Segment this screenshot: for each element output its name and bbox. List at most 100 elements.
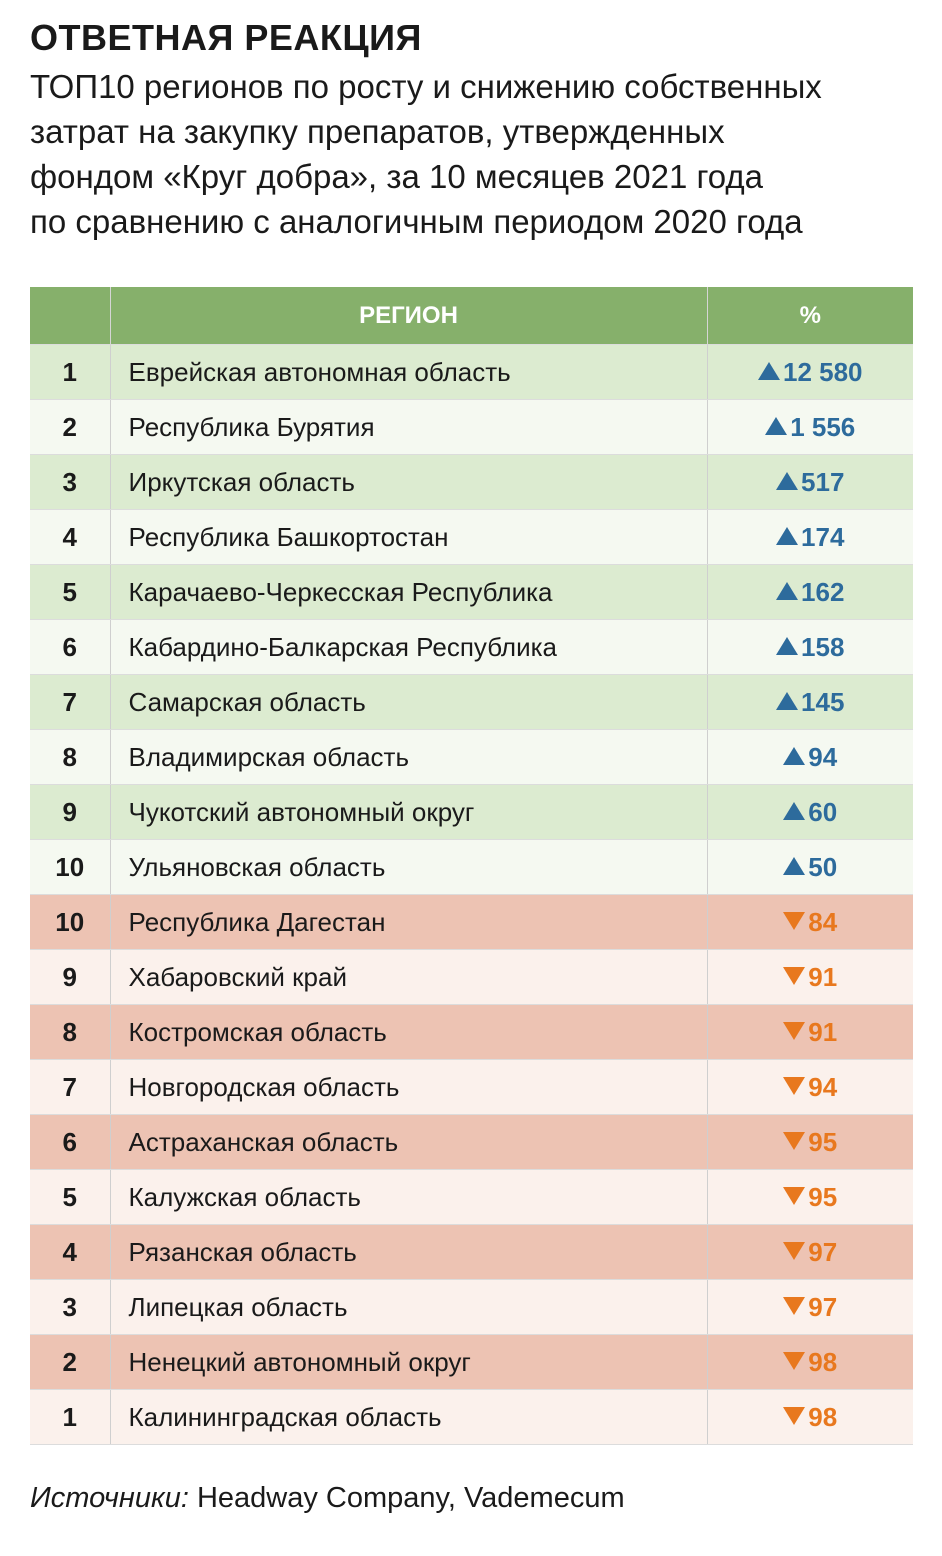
- table-row: 7 Самарская область 145: [30, 674, 913, 730]
- region-cell: Липецкая область: [110, 1279, 708, 1335]
- triangle-down-icon: [783, 1021, 806, 1040]
- rank-cell: 3: [30, 454, 111, 510]
- triangle-down-icon: [783, 966, 806, 985]
- triangle-down-icon: [783, 1131, 806, 1150]
- percent-value: 94: [808, 741, 838, 772]
- percent-value: 91: [808, 961, 838, 992]
- sources-label: Источники:: [30, 1482, 189, 1514]
- subtitle: ТОП10 регионов по росту и снижению собст…: [30, 64, 930, 244]
- table-row: 6 Астраханская область 95: [30, 1114, 913, 1170]
- region-cell: Чукотский автономный округ: [110, 784, 708, 840]
- percent-value: 158: [801, 631, 845, 662]
- percent-value: 95: [808, 1181, 838, 1212]
- percent-cell: 158: [707, 619, 913, 675]
- percent-cell: 145: [707, 674, 913, 730]
- triangle-up-icon: [776, 691, 799, 710]
- percent-value: 1 556: [790, 411, 856, 442]
- rank-cell: 6: [30, 1114, 111, 1170]
- table-row: 1 Калининградская область 98: [30, 1389, 913, 1445]
- region-cell: Республика Дагестан: [110, 894, 708, 950]
- percent-value: 174: [801, 521, 845, 552]
- percent-cell: 12 580: [707, 344, 913, 400]
- headline: ОТВЕТНАЯ РЕАКЦИЯ: [30, 17, 422, 58]
- table-row: 6 Кабардино-Балкарская Республика 158: [30, 619, 913, 675]
- triangle-down-icon: [783, 1076, 806, 1095]
- percent-cell: 98: [707, 1389, 913, 1445]
- percent-value: 98: [808, 1401, 838, 1432]
- percent-cell: 1 556: [707, 399, 913, 455]
- rank-cell: 5: [30, 564, 111, 620]
- rank-cell: 6: [30, 619, 111, 675]
- percent-value: 50: [808, 851, 838, 882]
- table-header-row: РЕГИОН %: [30, 287, 913, 345]
- triangle-up-icon: [776, 636, 799, 655]
- rank-cell: 1: [30, 344, 111, 400]
- percent-value: 145: [801, 686, 845, 717]
- percent-cell: 60: [707, 784, 913, 840]
- region-cell: Калужская область: [110, 1169, 708, 1225]
- region-cell: Астраханская область: [110, 1114, 708, 1170]
- triangle-up-icon: [776, 526, 799, 545]
- percent-cell: 98: [707, 1334, 913, 1390]
- percent-value: 98: [808, 1346, 838, 1377]
- table-row: 1 Еврейская автономная область 12 580: [30, 344, 913, 400]
- rank-cell: 5: [30, 1169, 111, 1225]
- rank-cell: 2: [30, 1334, 111, 1390]
- region-cell: Рязанская область: [110, 1224, 708, 1280]
- table-row: 9 Чукотский автономный округ 60: [30, 784, 913, 840]
- subtitle-line: ТОП10 регионов по росту и снижению собст…: [30, 68, 822, 105]
- percent-value: 97: [808, 1291, 838, 1322]
- triangle-down-icon: [783, 1186, 806, 1205]
- region-cell: Иркутская область: [110, 454, 708, 510]
- triangle-up-icon: [776, 581, 799, 600]
- percent-cell: 97: [707, 1279, 913, 1335]
- triangle-down-icon: [783, 1406, 806, 1425]
- triangle-down-icon: [783, 1296, 806, 1315]
- region-cell: Владимирская область: [110, 729, 708, 785]
- region-cell: Республика Бурятия: [110, 399, 708, 455]
- table-row: 5 Карачаево-Черкесская Республика 162: [30, 564, 913, 620]
- region-cell: Кабардино-Балкарская Республика: [110, 619, 708, 675]
- rank-cell: 8: [30, 729, 111, 785]
- triangle-up-icon: [776, 471, 799, 490]
- percent-value: 91: [808, 1016, 838, 1047]
- region-cell: Хабаровский край: [110, 949, 708, 1005]
- percent-value: 12 580: [782, 356, 863, 387]
- table-row: 10 Республика Дагестан 84: [30, 894, 913, 950]
- triangle-up-icon: [765, 416, 788, 435]
- rank-cell: 10: [30, 894, 111, 950]
- rank-cell: 4: [30, 1224, 111, 1280]
- sources-text: Headway Company, Vademecum: [188, 1482, 625, 1514]
- triangle-down-icon: [783, 1241, 806, 1260]
- percent-cell: 95: [707, 1114, 913, 1170]
- rank-cell: 7: [30, 674, 111, 730]
- region-cell: Новгородская область: [110, 1059, 708, 1115]
- table-row: 2 Ненецкий автономный округ 98: [30, 1334, 913, 1390]
- rank-cell: 8: [30, 1004, 111, 1060]
- triangle-up-icon: [757, 361, 780, 380]
- table-row: 3 Иркутская область 517: [30, 454, 913, 510]
- table-row: 4 Рязанская область 97: [30, 1224, 913, 1280]
- triangle-up-icon: [783, 746, 806, 765]
- rank-cell: 4: [30, 509, 111, 565]
- table-row: 2 Республика Бурятия 1 556: [30, 399, 913, 455]
- percent-cell: 50: [707, 839, 913, 895]
- table-row: 10 Ульяновская область 50: [30, 839, 913, 895]
- subtitle-line: затрат на закупку препаратов, утвержденн…: [30, 113, 725, 150]
- header-percent: %: [707, 287, 913, 345]
- table-row: 8 Костромская область 91: [30, 1004, 913, 1060]
- table-row: 5 Калужская область 95: [30, 1169, 913, 1225]
- triangle-up-icon: [783, 856, 806, 875]
- region-cell: Калининградская область: [110, 1389, 708, 1445]
- rank-cell: 10: [30, 839, 111, 895]
- table-row: 7 Новгородская область 94: [30, 1059, 913, 1115]
- percent-value: 84: [808, 906, 838, 937]
- triangle-down-icon: [783, 911, 806, 930]
- percent-value: 60: [808, 796, 838, 827]
- percent-value: 97: [808, 1236, 838, 1267]
- percent-cell: 94: [707, 1059, 913, 1115]
- percent-cell: 91: [707, 949, 913, 1005]
- rank-cell: 9: [30, 949, 111, 1005]
- table-row: 4 Республика Башкортостан 174: [30, 509, 913, 565]
- percent-value: 94: [808, 1071, 838, 1102]
